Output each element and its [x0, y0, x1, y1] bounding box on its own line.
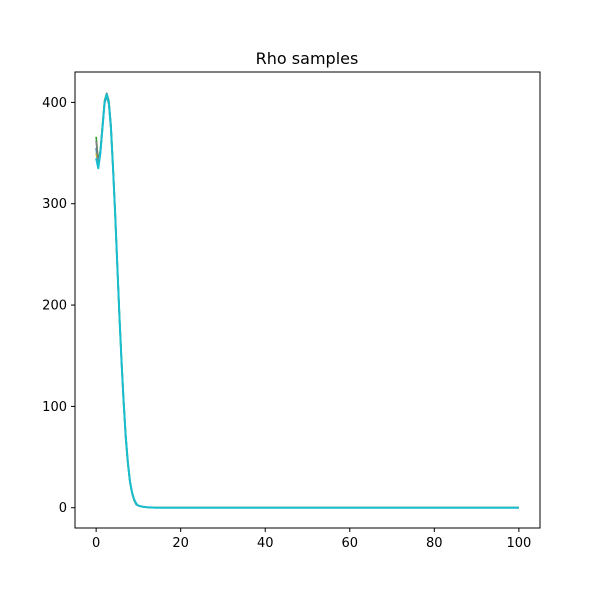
- x-tick-label: 80: [426, 536, 443, 551]
- x-tick-label: 60: [341, 536, 358, 551]
- y-tick-label: 0: [59, 501, 67, 516]
- x-tick-label: 40: [257, 536, 274, 551]
- series-layer: [95, 92, 519, 509]
- y-axis: 0 100 200 300 400: [42, 96, 75, 516]
- y-tick-label: 400: [42, 96, 67, 111]
- y-tick-label: 100: [42, 400, 67, 415]
- series-line-1: [95, 93, 519, 509]
- chart-title: Rho samples: [256, 49, 359, 68]
- x-tick-label: 0: [92, 536, 100, 551]
- y-tick-label: 300: [42, 197, 67, 212]
- plot-frame: [74, 71, 541, 529]
- x-tick-label: 100: [506, 536, 531, 551]
- x-axis: 0 20 40 60 80 100: [92, 528, 531, 551]
- x-tick-label: 20: [172, 536, 189, 551]
- y-tick-label: 200: [42, 299, 67, 314]
